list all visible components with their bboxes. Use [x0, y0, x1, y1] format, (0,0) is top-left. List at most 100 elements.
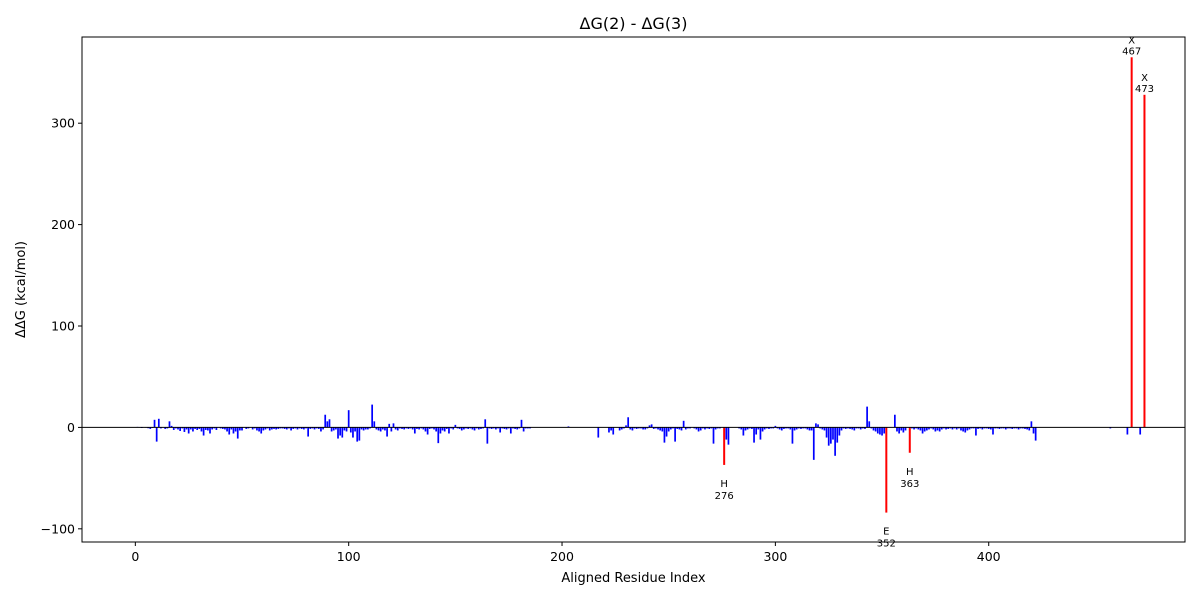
- highlight-bar: [885, 427, 888, 513]
- annotation-residue-label: H: [906, 467, 914, 478]
- bar: [697, 427, 700, 432]
- bar: [783, 427, 785, 429]
- bar: [870, 427, 873, 429]
- bar: [155, 427, 158, 442]
- bar: [200, 427, 203, 432]
- bar: [288, 427, 290, 429]
- bar: [1034, 427, 1037, 441]
- highlight-bar: [723, 427, 726, 465]
- bar: [832, 427, 834, 440]
- bar: [187, 427, 190, 434]
- bar: [1013, 427, 1016, 429]
- bar: [228, 427, 231, 435]
- bar: [486, 427, 489, 444]
- bar: [401, 427, 403, 429]
- bar: [157, 418, 160, 428]
- bar: [883, 427, 886, 434]
- bar: [759, 427, 762, 440]
- bar: [330, 427, 333, 432]
- bar: [445, 427, 448, 429]
- bar: [774, 425, 777, 428]
- bars-layer: [136, 57, 1146, 513]
- bar: [454, 424, 457, 428]
- bar: [343, 427, 346, 431]
- bar: [836, 427, 839, 443]
- bar: [465, 427, 467, 429]
- bar: [842, 427, 845, 429]
- bar: [399, 427, 401, 429]
- bar: [652, 427, 655, 429]
- bar: [420, 427, 423, 429]
- bar: [520, 419, 523, 428]
- bar: [881, 427, 883, 436]
- bar: [1028, 427, 1031, 431]
- bar: [629, 427, 632, 430]
- bar: [194, 427, 196, 429]
- bar: [847, 427, 849, 429]
- bar: [313, 427, 316, 430]
- bar: [431, 427, 433, 429]
- bar: [915, 427, 918, 429]
- bar: [241, 427, 243, 431]
- bar: [298, 427, 301, 429]
- bar: [358, 427, 361, 441]
- bar: [413, 427, 416, 434]
- bar: [305, 427, 307, 429]
- x-tick-label: 100: [337, 549, 361, 564]
- bar: [473, 427, 476, 431]
- bar: [919, 427, 922, 431]
- bar: [998, 427, 1001, 429]
- x-axis-ticks: 0 100 200 300 400: [131, 542, 1001, 564]
- annotation-residue-label: E: [883, 527, 889, 538]
- y-axis-label: ΔΔG (kcal/mol): [14, 241, 29, 338]
- bar: [1026, 427, 1028, 430]
- bar: [292, 427, 295, 429]
- bar: [352, 427, 354, 438]
- bar: [273, 427, 275, 429]
- bar: [951, 427, 954, 430]
- bar: [827, 427, 830, 446]
- bar: [281, 427, 284, 429]
- bar: [940, 427, 943, 430]
- bar: [687, 427, 689, 429]
- bar: [189, 427, 192, 430]
- bar: [620, 427, 623, 430]
- bar: [1007, 427, 1009, 429]
- annotation-residue-label: H: [720, 479, 728, 490]
- bar: [524, 427, 527, 429]
- bar: [962, 427, 964, 432]
- bar: [324, 414, 327, 428]
- bar: [463, 427, 465, 430]
- bar: [202, 427, 205, 436]
- bar: [441, 427, 444, 431]
- bar: [640, 427, 642, 429]
- bar: [659, 427, 662, 431]
- bar: [793, 427, 796, 431]
- bar: [712, 427, 715, 444]
- bar: [443, 427, 446, 432]
- bar: [339, 427, 342, 436]
- bar: [1000, 427, 1003, 429]
- bar: [285, 427, 288, 430]
- bar: [823, 427, 826, 431]
- bar: [179, 427, 181, 431]
- bar: [364, 427, 367, 430]
- bar: [516, 427, 519, 430]
- bar: [648, 425, 651, 428]
- bar: [209, 427, 211, 434]
- bar: [770, 427, 772, 429]
- bar: [460, 427, 463, 431]
- bar: [708, 427, 711, 429]
- bar: [392, 423, 395, 428]
- bar: [219, 427, 222, 429]
- bar: [701, 427, 704, 429]
- bar: [309, 427, 312, 429]
- bar: [825, 427, 828, 438]
- bar: [987, 427, 990, 429]
- bar: [597, 427, 600, 438]
- bar: [763, 427, 766, 430]
- bar: [934, 427, 937, 432]
- bar: [689, 427, 691, 429]
- bar: [819, 427, 822, 429]
- bar: [710, 427, 713, 429]
